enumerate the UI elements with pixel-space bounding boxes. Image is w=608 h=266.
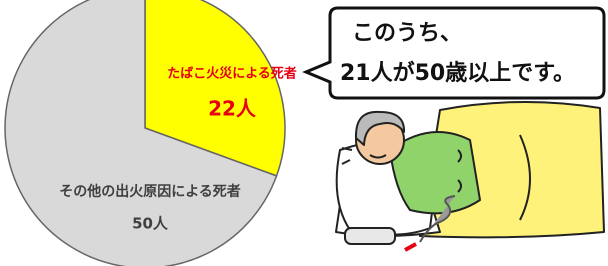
value-label: 50人 <box>132 215 169 233</box>
page: たばこ火災による死者 22人その他の出火原因による死者 50人 このうち、 21人が… <box>0 0 608 266</box>
illustration <box>336 102 604 250</box>
slice-label: たばこ火災による死者 <box>167 66 297 82</box>
value-label: 22人 <box>208 97 257 121</box>
chart: たばこ火災による死者 22人その他の出火原因による死者 50人 このうち、 21人が… <box>0 0 608 266</box>
slice-label: その他の出火原因による死者 <box>59 183 241 200</box>
annotation: このうち、 <box>352 21 462 46</box>
annotation: 21人が50歳以上です。 <box>340 60 575 86</box>
